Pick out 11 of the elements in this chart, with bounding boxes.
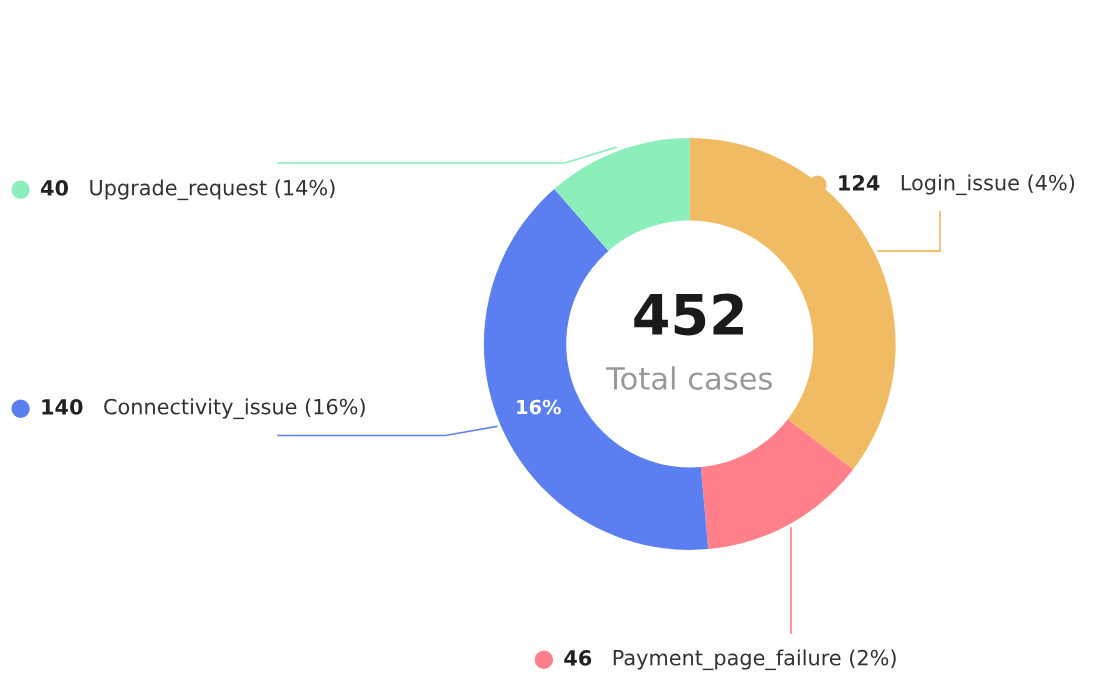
text: 16%	[517, 399, 561, 415]
text: Total cases	[606, 366, 772, 390]
data-label: 124	[839, 175, 880, 191]
slice-label: Upgrade_request (14%)	[90, 179, 335, 201]
slice-label: Connectivity_issue (16%)	[104, 398, 365, 420]
slice-label: Payment_page_failure (2%)	[613, 649, 896, 671]
data-label: 40	[40, 180, 69, 196]
text: 452	[634, 293, 743, 336]
data-label: 46	[564, 650, 592, 666]
slice-label: Login_issue (4%)	[901, 174, 1075, 196]
data-label: 140	[42, 399, 83, 415]
